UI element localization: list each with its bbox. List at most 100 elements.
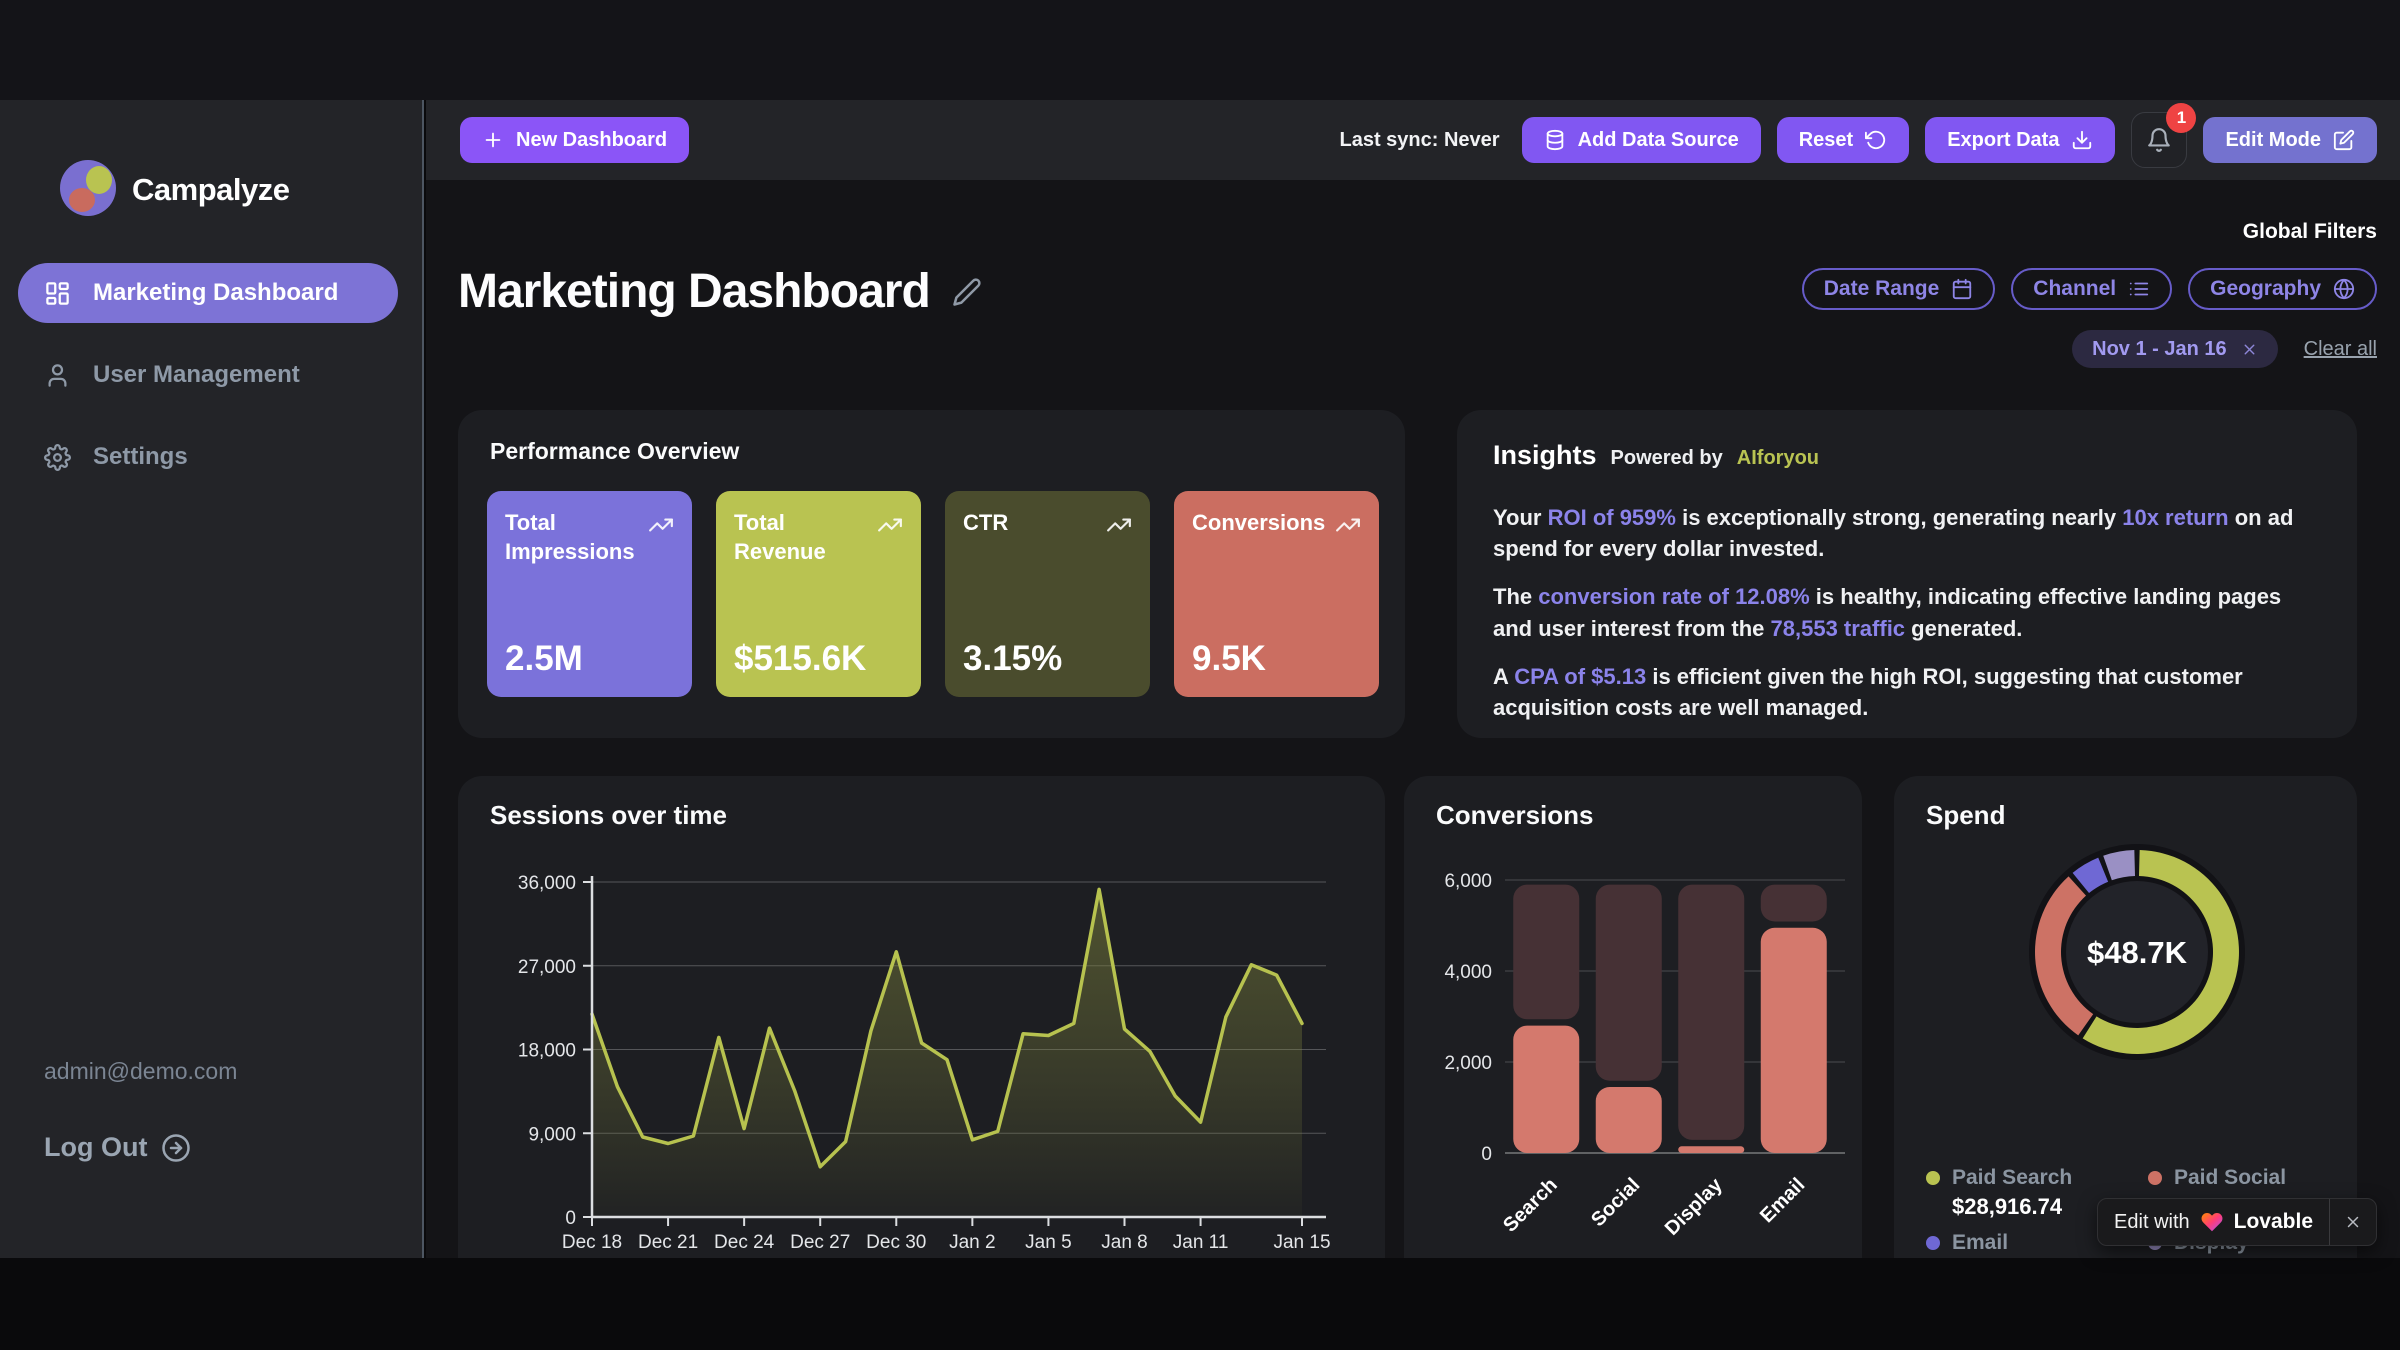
filter-geography-button[interactable]: Geography (2188, 268, 2377, 310)
reset-label: Reset (1798, 128, 1854, 151)
svg-text:Dec 18: Dec 18 (562, 1232, 622, 1253)
svg-text:0: 0 (1481, 1144, 1492, 1165)
active-filters-row: Nov 1 - Jan 16 Clear all (2072, 330, 2377, 368)
notification-badge: 1 (2166, 103, 2197, 133)
sidebar-item-settings[interactable]: Settings (18, 427, 398, 487)
donut-slice (2035, 876, 2094, 1036)
reset-button[interactable]: Reset (1776, 117, 1910, 163)
insights-body: Your ROI of 959% is exceptionally strong… (1493, 502, 2321, 740)
svg-text:Email: Email (1756, 1174, 1809, 1227)
notification-bell-button[interactable]: 1 (2131, 103, 2197, 168)
insight-paragraph: Your ROI of 959% is exceptionally strong… (1493, 505, 2294, 562)
legend-item: Email (1926, 1231, 2008, 1255)
lovable-divider (2329, 1199, 2330, 1245)
filter-channel-button[interactable]: Channel (2011, 268, 2173, 310)
insight-highlight: conversion rate of 12.08% (1538, 584, 1810, 610)
bar-track (1513, 884, 1580, 1020)
bar-track (1678, 884, 1745, 1140)
add-data-source-label: Add Data Source (1577, 128, 1739, 151)
conversions-chart-title: Conversions (1436, 800, 1594, 830)
lovable-edit-link[interactable]: Edit with Lovable (2098, 1210, 2329, 1234)
bell-icon (2148, 128, 2171, 152)
filter-label: Channel (2033, 277, 2117, 300)
insights-card: Insights Powered by AIforyou Your ROI of… (1457, 410, 2357, 738)
conversions-bar-chart: 0 2,000 4,000 6,000 Search Social Display Email (1444, 871, 1845, 1240)
main-content: Global Filters Marketing Dashboard Date … (426, 180, 2400, 1258)
add-data-source-button[interactable]: Add Data Source (1521, 117, 1761, 163)
legend-label: Paid Search (1952, 1166, 2073, 1189)
insights-provider: AIforyou (1736, 447, 1819, 469)
insight-highlight: ROI of 959% (1547, 505, 1676, 530)
pencil-icon[interactable] (952, 277, 982, 307)
global-filters-row: Date Range Channel Geography (1801, 268, 2377, 310)
svg-text:6,000: 6,000 (1444, 871, 1492, 892)
date-filter-chip[interactable]: Nov 1 - Jan 16 (2072, 330, 2278, 368)
kpi-card: CTR 3.15% (945, 491, 1150, 697)
bar-track (1595, 884, 1662, 1081)
filter-label: Date Range (1823, 277, 1940, 300)
kpi-label: Total Revenue (734, 510, 826, 564)
brand-logo (60, 160, 116, 216)
svg-text:Jan 15: Jan 15 (1273, 1232, 1330, 1253)
lovable-close-button[interactable] (2330, 1213, 2376, 1231)
grid-icon (46, 281, 69, 305)
kpi-value: $515.6K (734, 639, 867, 678)
sidebar-item-user-management[interactable]: User Management (18, 345, 398, 405)
kpi-label: Conversions (1192, 510, 1326, 535)
donut-slice (2082, 850, 2239, 1054)
insight-highlight: 78,553 traffic (1770, 615, 1906, 641)
sidebar-item-label: Marketing Dashboard (93, 279, 339, 306)
edit-mode-button[interactable]: Edit Mode (2203, 117, 2377, 163)
trending-up-icon (1336, 518, 1360, 532)
donut-slice (2103, 850, 2136, 881)
legend-item: Paid Search (1926, 1166, 2072, 1190)
export-data-button[interactable]: Export Data (1925, 117, 2116, 163)
clear-all-link[interactable]: Clear all (2303, 337, 2377, 360)
svg-text:0: 0 (565, 1208, 576, 1229)
bar-value (1678, 1146, 1745, 1153)
download-icon (2073, 130, 2092, 150)
lovable-prefix: Edit with (2114, 1210, 2190, 1233)
trending-up-icon (649, 518, 673, 532)
lovable-brand: Lovable (2233, 1210, 2313, 1233)
logout-button[interactable]: Log Out (44, 1132, 191, 1163)
legend-dot (1926, 1236, 1940, 1250)
spend-chart-card: Spend $48.7K Paid Search $28,916.74 Paid S… (1894, 776, 2357, 1258)
new-dashboard-button[interactable]: New Dashboard (460, 117, 690, 163)
sessions-line-chart: 0 9,000 18,000 27,000 36,000 Dec 18 Dec 21 Dec … (518, 873, 1331, 1253)
svg-text:Display: Display (1661, 1173, 1727, 1239)
gear-icon (44, 443, 71, 471)
legend-label: Email (1952, 1231, 2009, 1254)
page-title: Marketing Dashboard (458, 265, 931, 318)
topbar: New Dashboard Last sync: Never Add Data … (426, 100, 2400, 180)
globe-icon (2333, 278, 2355, 300)
trending-up-icon (1107, 518, 1131, 532)
svg-text:Dec 27: Dec 27 (790, 1232, 850, 1253)
svg-text:Dec 24: Dec 24 (714, 1232, 775, 1253)
sidebar-item-label: User Management (93, 361, 300, 388)
svg-text:2,000: 2,000 (1444, 1053, 1492, 1074)
insights-title: Insights (1493, 440, 1597, 470)
sessions-chart-title: Sessions over time (490, 800, 727, 830)
kpi-card: Total Impressions 2.5M (487, 491, 692, 697)
brand-name: Campalyze (132, 172, 290, 207)
insights-header: Insights Powered by AIforyou (1493, 440, 1819, 471)
svg-text:4,000: 4,000 (1444, 962, 1492, 983)
filter-date-range-button[interactable]: Date Range (1801, 268, 1996, 310)
kpi-label: CTR (963, 510, 1009, 535)
close-icon (2347, 1216, 2359, 1228)
close-icon[interactable] (2241, 341, 2258, 358)
sidebar-item-marketing-dashboard[interactable]: Marketing Dashboard (18, 263, 398, 323)
plus-icon (485, 132, 501, 148)
trending-up-icon (878, 518, 902, 532)
bar-track (1760, 884, 1827, 922)
kpi-row: Total Impressions 2.5M Total Revenue $515.6… (487, 491, 1379, 697)
kpi-value: 9.5K (1192, 639, 1266, 678)
heart-icon (2201, 1212, 2223, 1232)
rotate-ccw-icon (1865, 130, 1886, 150)
lovable-badge: Edit with Lovable (2097, 1198, 2377, 1246)
performance-overview-card: Performance Overview Total Impressions 2.… (458, 410, 1405, 738)
user-icon (48, 363, 67, 387)
insight-paragraph: The conversion rate of 12.08% is healthy… (1493, 584, 2282, 641)
kpi-card: Conversions 9.5K (1174, 491, 1379, 697)
